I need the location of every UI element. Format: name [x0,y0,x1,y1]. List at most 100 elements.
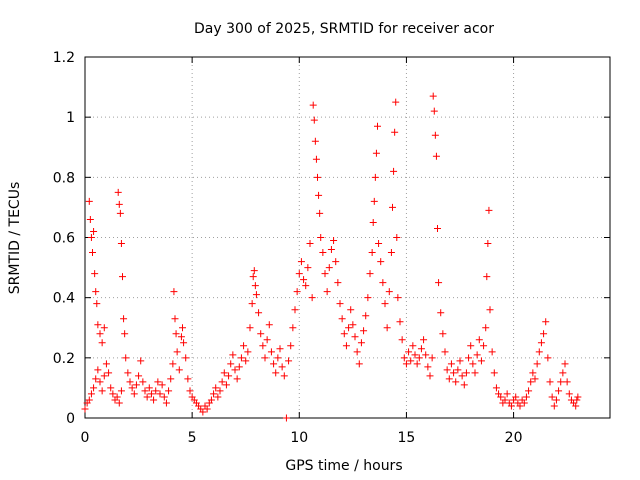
data-point [456,357,464,365]
data-point [379,279,387,287]
data-point [411,351,419,359]
data-point [535,348,543,356]
data-point [107,384,115,392]
data-point [255,309,263,317]
data-point [203,405,211,413]
axis-ticks: 0 0.2 0.4 0.6 0.8 1 1.2 0 5 10 15 20 [53,50,610,446]
data-point [182,354,190,362]
data-point [87,390,95,398]
data-point [402,360,410,368]
data-point [319,249,327,257]
data-point [312,155,320,163]
data-point [167,375,175,383]
data-point [115,399,123,407]
data-point [216,387,224,395]
data-point [109,390,117,398]
data-point [485,206,493,214]
data-point [115,200,123,208]
data-point [450,369,458,377]
data-point [291,306,299,314]
data-point [92,288,100,296]
data-point [132,381,140,389]
data-point [492,384,500,392]
data-point [158,381,166,389]
data-point [285,357,293,365]
data-point [445,375,453,383]
data-point [467,342,475,350]
data-point [563,378,571,386]
data-point [548,393,556,401]
data-point [462,369,470,377]
data-point [435,279,443,287]
data-point [170,288,178,296]
data-point [102,360,110,368]
data-point [119,273,126,281]
data-point [480,342,488,350]
data-point [527,378,535,386]
data-point [330,237,338,245]
data-point [340,330,348,338]
data-point [413,360,421,368]
data-point [460,381,468,389]
data-point [544,354,552,362]
data-point [128,384,136,392]
data-point [405,348,413,356]
y-tick-label: 0 [66,411,75,427]
data-point [372,149,380,157]
data-point [475,336,483,344]
data-point [96,378,104,386]
y-axis-label: SRMTID / TECUs [7,182,23,295]
data-point [130,390,138,398]
data-point [546,378,554,386]
data-point [531,375,539,383]
data-point [300,276,308,284]
data-point [250,267,258,275]
data-point [428,354,436,362]
data-point [293,288,301,296]
data-point [317,234,325,241]
data-point [432,152,440,160]
data-point [321,270,329,278]
data-point [274,354,282,362]
data-point [430,107,438,115]
x-tick-label: 10 [290,430,308,446]
y-tick-label: 0.4 [53,291,75,307]
data-point [261,354,269,362]
data-point [355,360,363,368]
data-point [381,300,389,308]
y-tick-label: 0.8 [53,170,75,186]
data-point [503,390,511,398]
data-point [371,173,379,181]
data-point [454,366,462,374]
chart-title: Day 300 of 2025, SRMTID for receiver aco… [194,21,494,37]
data-point [117,387,125,395]
plot-frame [84,56,611,419]
data-point [306,240,314,248]
data-point [364,294,372,302]
x-tick-label: 5 [188,430,197,446]
data-point [469,360,477,368]
data-point [252,291,260,299]
data-point [390,167,398,175]
data-point [389,203,396,211]
data-point [212,384,220,392]
data-point [347,306,355,314]
data-point [540,330,548,338]
data-point [141,387,149,395]
data-point [308,294,316,302]
data-point [263,336,271,344]
data-point [422,351,430,359]
data-point [249,273,257,281]
data-point [439,330,447,338]
data-point [477,357,485,365]
data-point [572,402,580,410]
data-point [87,234,95,241]
data-point [139,378,147,386]
data-point [220,369,228,377]
data-point [186,387,194,395]
data-point [143,393,151,401]
data-point [353,348,361,356]
y-tick-label: 1.2 [53,50,75,66]
data-point [270,360,278,368]
data-point [180,339,188,347]
